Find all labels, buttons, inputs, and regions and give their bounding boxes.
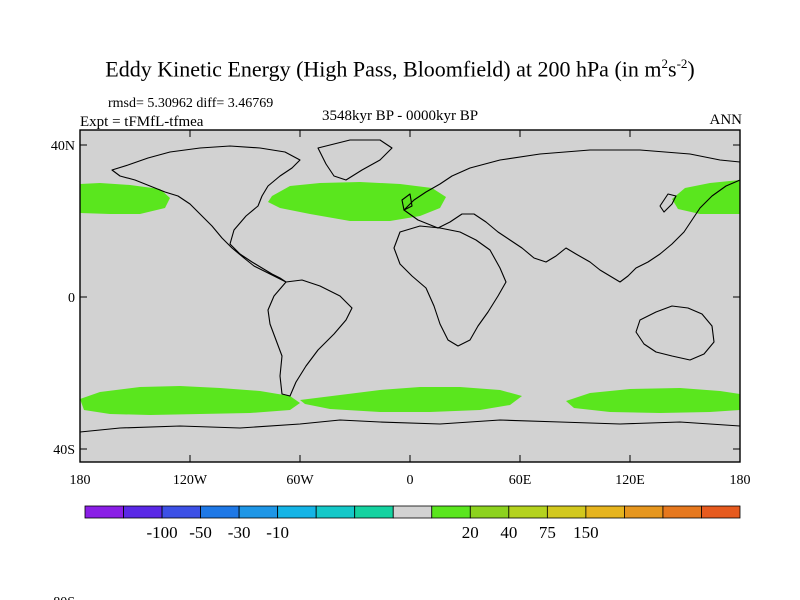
eurasia-coast [403, 149, 740, 283]
colorbar: -100 -50 -30 -10 20 40 75 150 [84, 505, 741, 542]
region-southern-ocean-1 [80, 386, 300, 415]
africa-coast [393, 225, 507, 347]
colorbar-swatch [392, 505, 433, 519]
colorbar-swatch [200, 505, 240, 519]
lon-label: 120E [615, 473, 645, 488]
north-america-coast [111, 145, 301, 283]
south-america-coast [267, 279, 353, 397]
region-north-pacific-west [80, 183, 170, 214]
colorbar-swatch [238, 505, 279, 519]
map-title: Eddy Kinetic Energy (High Pass, Bloomfie… [105, 56, 695, 82]
lat-label: 80S [53, 595, 75, 600]
lon-label: 180 [730, 473, 751, 488]
colorbar-label: -30 [228, 523, 251, 542]
stats-text: rmsd= 5.30962 diff= 3.46769 [108, 96, 274, 111]
region-southern-ocean-3 [566, 388, 740, 413]
axis-ticks [79, 130, 741, 462]
colorbar-swatch [508, 505, 548, 519]
colorbar-swatch [123, 505, 163, 519]
colorbar-swatch [624, 505, 664, 519]
colorbar-swatch [354, 505, 394, 519]
longitude-labels: 180 120W 60W 0 60E 120E 180 [70, 473, 751, 488]
experiment-label: Expt = tFMfL-tfmea [80, 114, 204, 130]
colorbar-swatch [161, 505, 201, 519]
lat-label: 40S [53, 443, 75, 458]
lon-label: 120W [173, 473, 208, 488]
colorbar-label: 20 [462, 523, 479, 542]
lon-label: 60E [509, 473, 532, 488]
lat-label: 80N [51, 0, 75, 2]
greenland-coast [317, 139, 393, 181]
latitude-labels: 80N 40N 0 40S 80S [51, 0, 75, 600]
colorbar-label: 150 [573, 523, 599, 542]
region-southern-ocean-2 [300, 387, 522, 412]
lat-label: 0 [68, 291, 75, 306]
antarctica-coast [80, 419, 740, 433]
region-north-atlantic [268, 182, 446, 221]
season-label: ANN [709, 112, 743, 128]
colorbar-swatch [315, 505, 356, 519]
colorbar-swatch [277, 505, 317, 519]
lon-label: 60W [286, 473, 314, 488]
period-label: 3548kyr BP - 0000kyr BP [321, 108, 479, 124]
colorbar-swatch [546, 505, 587, 519]
uk-coast [401, 193, 413, 211]
colorbar-label: -10 [266, 523, 289, 542]
lon-label: 0 [407, 473, 414, 488]
colorbar-label: -100 [146, 523, 177, 542]
colorbar-swatch [662, 505, 702, 519]
coastlines [80, 139, 740, 433]
colorbar-swatch [431, 505, 471, 519]
australia-coast [635, 305, 715, 361]
japan-coast [659, 193, 677, 213]
lat-label: 40N [51, 139, 75, 154]
lon-label: 180 [70, 473, 91, 488]
colorbar-label: 75 [539, 523, 556, 542]
colorbar-label: 40 [500, 523, 517, 542]
colorbar-swatch [701, 505, 741, 519]
colorbar-swatch [469, 505, 510, 519]
colorbar-swatch [84, 505, 124, 519]
colorbar-swatch [585, 505, 625, 519]
colorbar-label: -50 [189, 523, 212, 542]
